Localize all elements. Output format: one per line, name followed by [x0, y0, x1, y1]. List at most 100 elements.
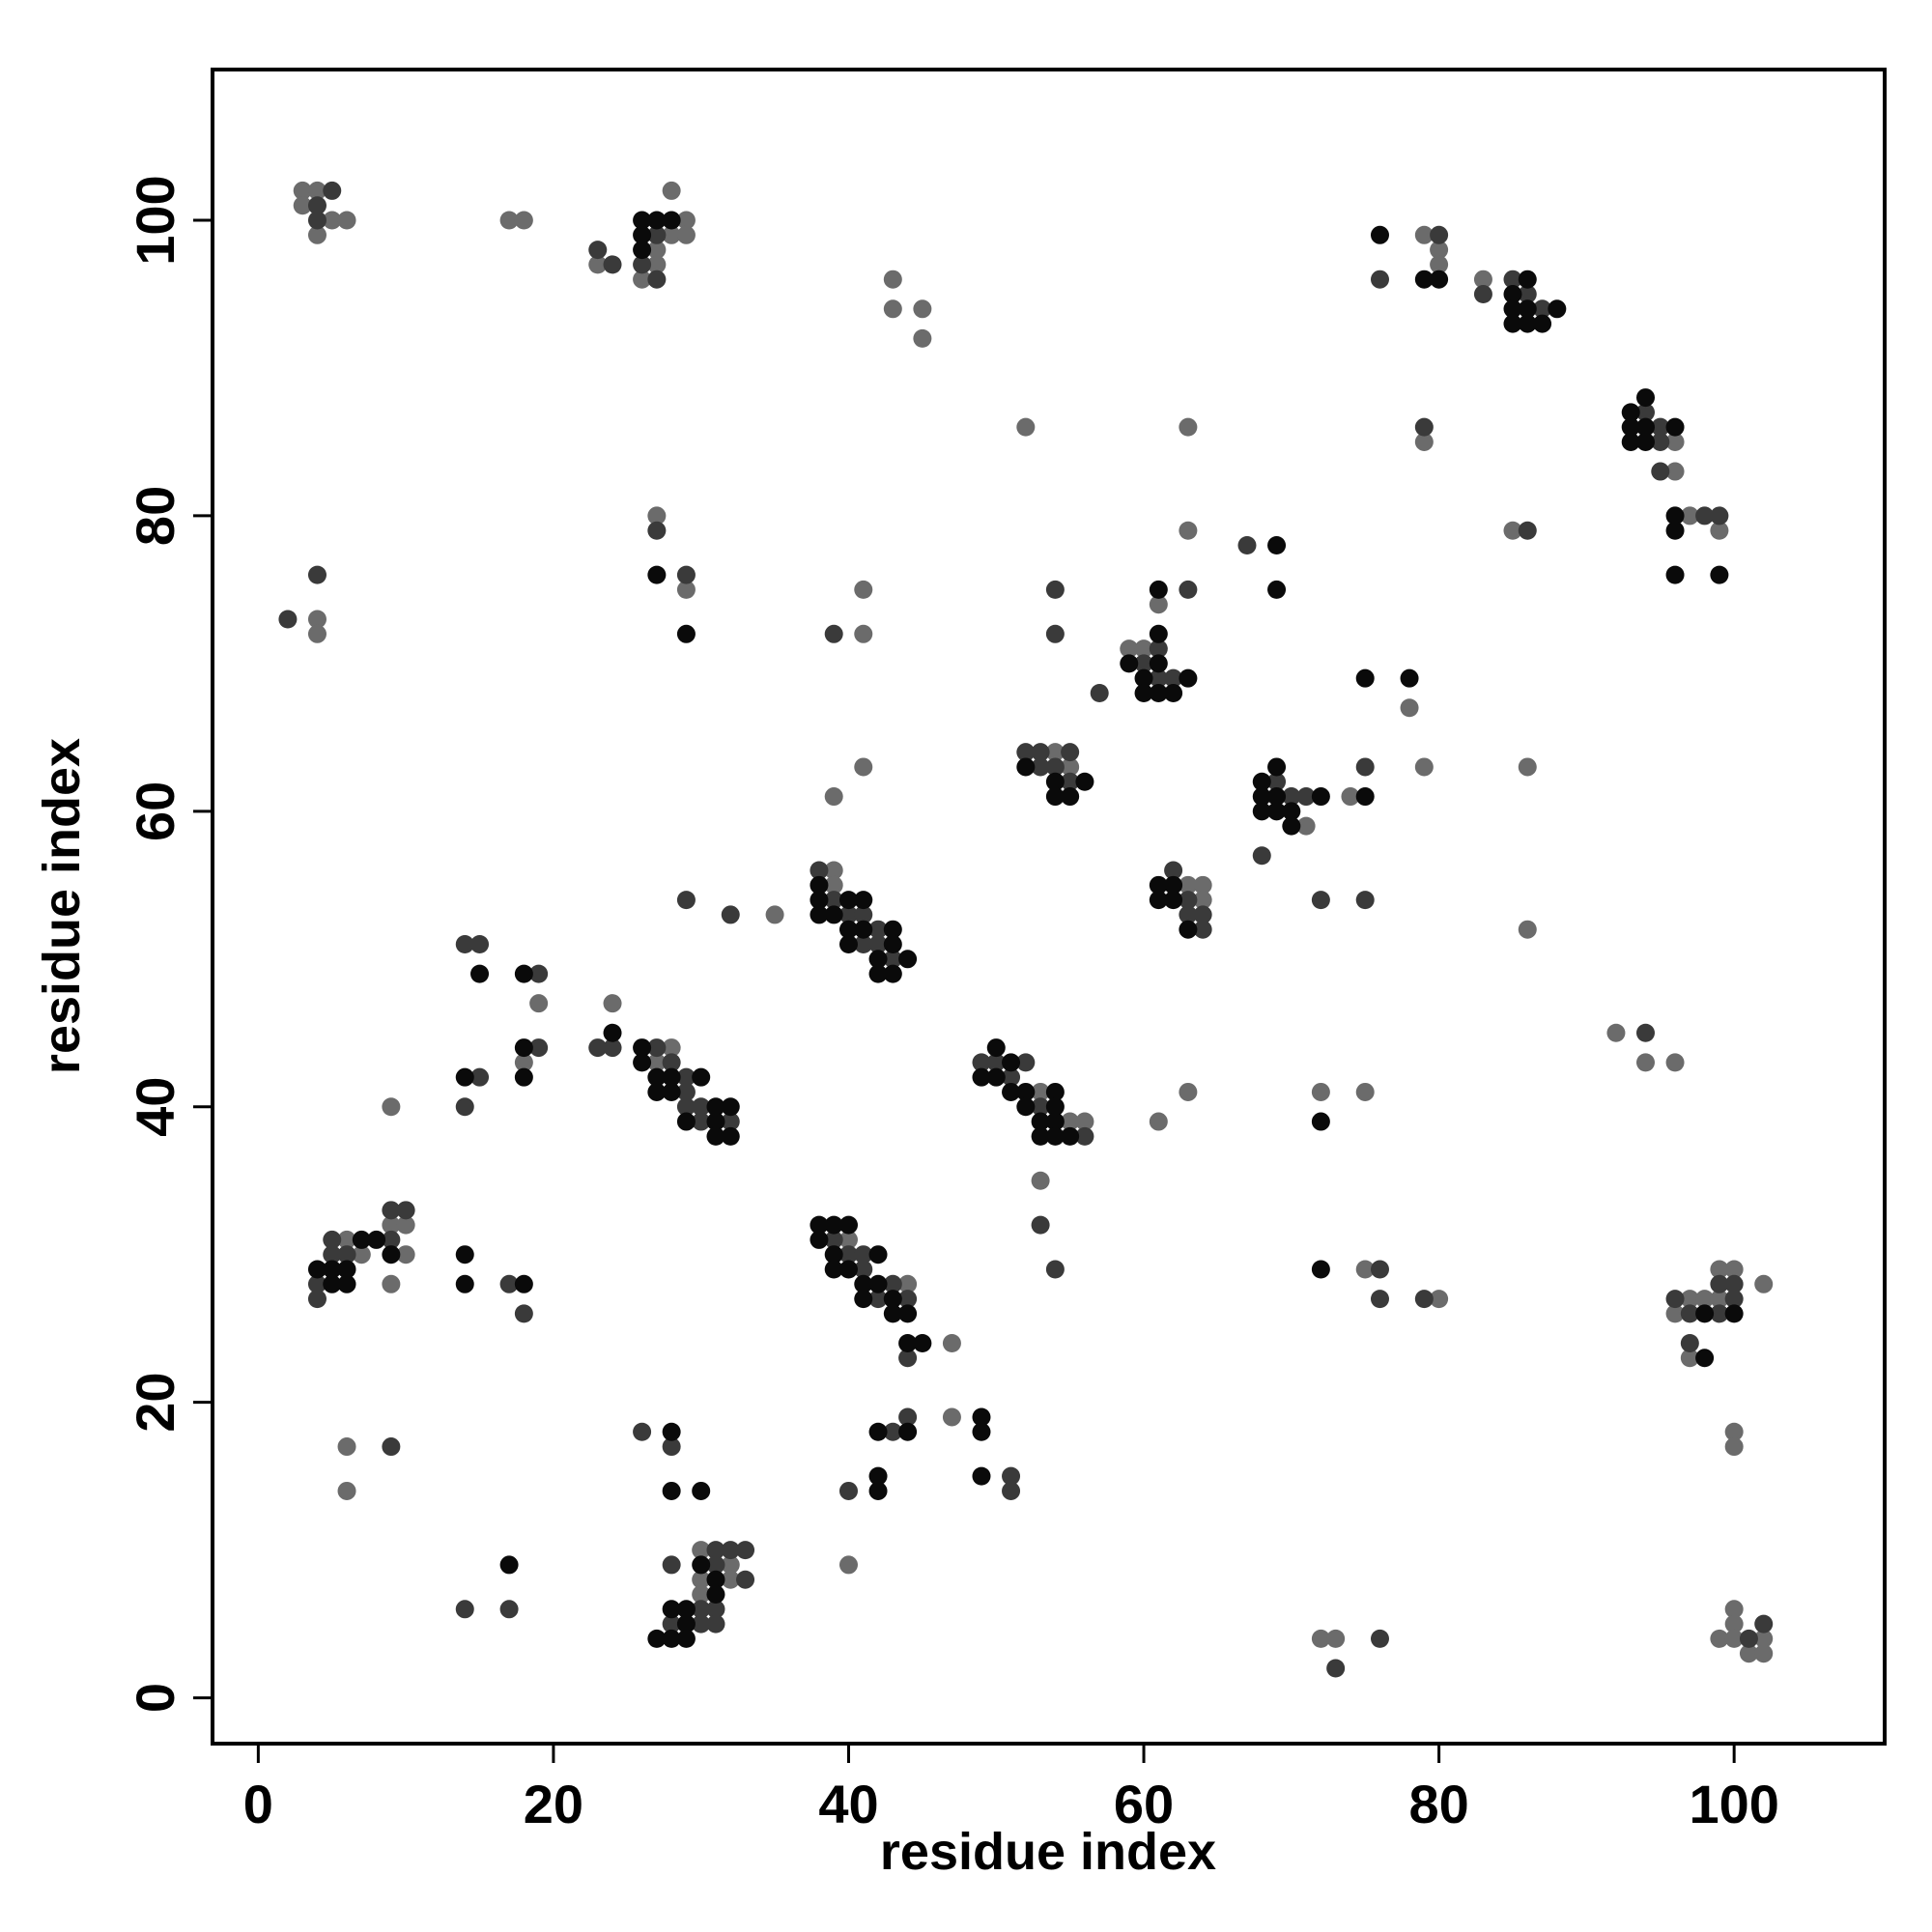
point — [1503, 299, 1522, 319]
point — [307, 624, 327, 643]
point — [1518, 314, 1537, 333]
point — [1252, 846, 1271, 866]
point — [1680, 506, 1699, 526]
point — [1311, 1629, 1330, 1648]
point — [1754, 1274, 1774, 1293]
point — [1414, 225, 1434, 244]
point — [1635, 388, 1655, 408]
point — [824, 1215, 843, 1235]
point — [1533, 314, 1552, 333]
point — [854, 1245, 873, 1264]
point — [382, 1245, 401, 1264]
point — [1149, 891, 1168, 910]
point — [883, 920, 902, 939]
point — [810, 905, 829, 924]
point — [1621, 403, 1640, 422]
point — [986, 1038, 1006, 1058]
point — [972, 1466, 991, 1486]
point — [1031, 1082, 1050, 1101]
point — [1031, 1215, 1050, 1235]
point — [633, 255, 652, 274]
point — [499, 211, 519, 230]
point — [1370, 270, 1389, 289]
point — [514, 1067, 533, 1087]
point — [1370, 1629, 1389, 1648]
point — [1016, 743, 1036, 762]
point — [1031, 757, 1050, 777]
point — [868, 935, 888, 954]
point — [1002, 1082, 1021, 1101]
point — [1695, 1290, 1715, 1309]
point — [529, 994, 549, 1013]
point — [1695, 506, 1715, 526]
point — [868, 1481, 888, 1500]
point — [898, 1407, 918, 1427]
point — [1400, 668, 1419, 688]
point — [1430, 241, 1449, 260]
point — [1710, 1290, 1729, 1309]
plot-frame — [211, 68, 1887, 1746]
point — [647, 1082, 667, 1101]
point — [1045, 1126, 1065, 1146]
point — [1164, 891, 1183, 910]
point — [1149, 595, 1168, 614]
point — [810, 1230, 829, 1249]
point — [854, 935, 873, 954]
point — [1430, 225, 1449, 244]
point — [382, 1274, 401, 1293]
point — [382, 1215, 401, 1235]
point — [736, 1570, 755, 1589]
point — [603, 1023, 622, 1042]
point — [1400, 698, 1419, 718]
point — [824, 891, 843, 910]
point — [603, 994, 622, 1013]
point — [1430, 255, 1449, 274]
point — [352, 1230, 371, 1249]
point — [1503, 284, 1522, 303]
point — [337, 1245, 356, 1264]
point — [1149, 683, 1168, 702]
point — [838, 1230, 858, 1249]
point — [455, 1097, 474, 1117]
point — [1045, 743, 1065, 762]
point — [337, 1481, 356, 1500]
point — [1267, 772, 1287, 791]
point — [307, 610, 327, 629]
point — [662, 1067, 681, 1087]
point — [824, 624, 843, 643]
point — [1651, 432, 1670, 451]
point — [1665, 565, 1685, 584]
point — [1149, 654, 1168, 673]
point — [647, 270, 667, 289]
point — [1414, 432, 1434, 451]
point — [692, 1555, 711, 1575]
y-tick-label: 20 — [125, 1373, 185, 1433]
point — [662, 1614, 681, 1634]
point — [913, 328, 932, 348]
point — [1002, 1481, 1021, 1500]
point — [1031, 1126, 1050, 1146]
point — [1179, 920, 1198, 939]
point — [1680, 1349, 1699, 1368]
point — [1045, 624, 1065, 643]
point — [692, 1585, 711, 1605]
point — [676, 225, 696, 244]
point — [1635, 432, 1655, 451]
point — [854, 757, 873, 777]
point — [662, 1600, 681, 1619]
point — [1503, 314, 1522, 333]
point — [913, 1333, 932, 1352]
point — [1355, 891, 1375, 910]
point — [898, 950, 918, 969]
point — [810, 1215, 829, 1235]
point — [898, 1422, 918, 1441]
point — [1680, 1290, 1699, 1309]
point — [1473, 270, 1492, 289]
point — [838, 1260, 858, 1279]
point — [676, 211, 696, 230]
point — [1518, 284, 1537, 303]
point — [1739, 1629, 1758, 1648]
y-tick-label: 80 — [125, 486, 185, 546]
point — [1695, 1304, 1715, 1323]
